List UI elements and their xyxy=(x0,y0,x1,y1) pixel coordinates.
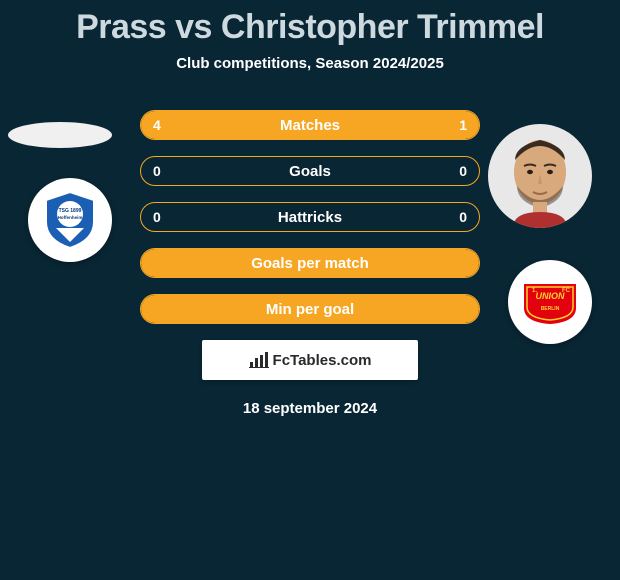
stat-value-right: 1 xyxy=(459,117,467,133)
stat-value-right: 0 xyxy=(459,163,467,179)
stats-container: 4 Matches 1 0 Goals 0 0 Hattricks 0 Goals per mat… xyxy=(0,110,620,324)
page-title: Prass vs Christopher Trimmel xyxy=(0,0,620,47)
subtitle: Club competitions, Season 2024/2025 xyxy=(0,55,620,72)
stat-fill-left xyxy=(141,111,411,139)
stat-row: 0 Hattricks 0 xyxy=(140,202,480,232)
stat-row: Goals per match xyxy=(140,248,480,278)
stat-label: Matches xyxy=(280,117,340,134)
stat-value-left: 0 xyxy=(153,209,161,225)
stat-label: Min per goal xyxy=(266,301,354,318)
stat-label: Goals xyxy=(289,163,331,180)
stat-label: Hattricks xyxy=(278,209,342,226)
stat-value-right: 0 xyxy=(459,209,467,225)
stat-value-left: 4 xyxy=(153,117,161,133)
bar-chart-icon xyxy=(249,352,269,368)
date-line: 18 september 2024 xyxy=(0,400,620,417)
stat-row: Min per goal xyxy=(140,294,480,324)
stat-label: Goals per match xyxy=(251,255,369,272)
stat-row: 0 Goals 0 xyxy=(140,156,480,186)
stat-fill-right xyxy=(411,111,479,139)
stat-value-left: 0 xyxy=(153,163,161,179)
brand-box[interactable]: FcTables.com xyxy=(202,340,418,380)
brand-text: FcTables.com xyxy=(273,352,372,369)
stat-row: 4 Matches 1 xyxy=(140,110,480,140)
